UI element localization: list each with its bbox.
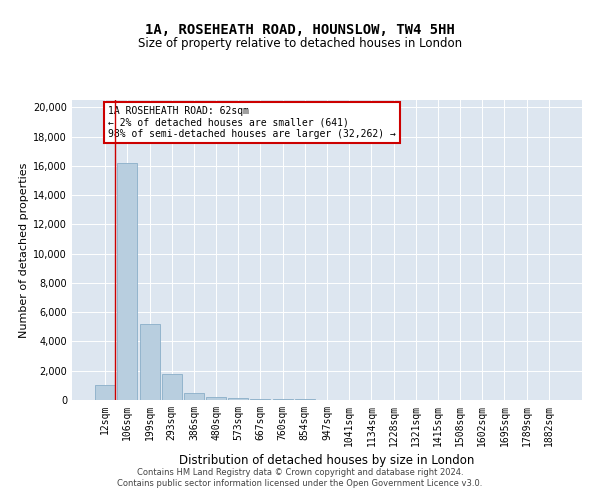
Text: Size of property relative to detached houses in London: Size of property relative to detached ho… [138, 38, 462, 51]
Text: Contains HM Land Registry data © Crown copyright and database right 2024.: Contains HM Land Registry data © Crown c… [137, 468, 463, 477]
Bar [250, 398, 271, 400]
Bar [140, 324, 160, 400]
Y-axis label: Number of detached properties: Number of detached properties [19, 162, 29, 338]
Text: Contains public sector information licensed under the Open Government Licence v3: Contains public sector information licen… [118, 480, 482, 488]
X-axis label: Distribution of detached houses by size in London: Distribution of detached houses by size … [179, 454, 475, 468]
Bar [228, 398, 248, 400]
Bar [184, 392, 204, 400]
Bar [118, 163, 137, 400]
Text: 1A, ROSEHEATH ROAD, HOUNSLOW, TW4 5HH: 1A, ROSEHEATH ROAD, HOUNSLOW, TW4 5HH [145, 22, 455, 36]
Bar [95, 384, 115, 400]
Bar [206, 397, 226, 400]
Text: 1A ROSEHEATH ROAD: 62sqm
← 2% of detached houses are smaller (641)
98% of semi-d: 1A ROSEHEATH ROAD: 62sqm ← 2% of detache… [108, 106, 396, 139]
Bar [272, 399, 293, 400]
Bar [162, 374, 182, 400]
